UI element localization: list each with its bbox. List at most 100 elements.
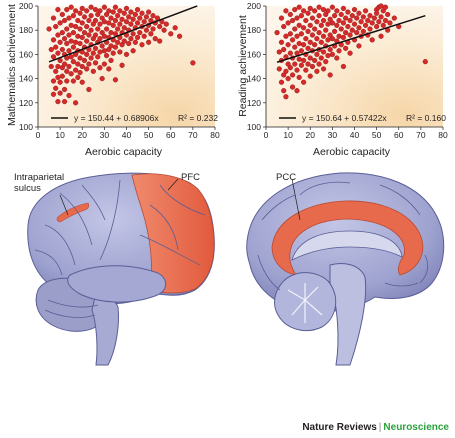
data-point bbox=[68, 54, 74, 60]
data-point bbox=[307, 5, 313, 12]
data-point bbox=[128, 36, 134, 42]
data-point bbox=[103, 26, 110, 32]
data-point bbox=[320, 33, 327, 39]
data-point bbox=[128, 21, 134, 27]
data-point bbox=[378, 14, 384, 20]
data-point bbox=[77, 69, 83, 76]
data-point bbox=[294, 67, 300, 73]
data-point bbox=[146, 9, 152, 15]
data-point bbox=[53, 23, 59, 30]
data-point bbox=[70, 44, 77, 50]
data-point bbox=[278, 15, 285, 21]
data-point bbox=[356, 25, 362, 31]
data-point bbox=[46, 26, 52, 32]
data-point bbox=[75, 17, 81, 24]
data-point bbox=[115, 26, 121, 32]
x-tick-label: 60 bbox=[394, 130, 404, 140]
data-point bbox=[283, 33, 289, 39]
data-point bbox=[106, 66, 112, 72]
data-point bbox=[130, 16, 136, 22]
data-point bbox=[336, 48, 342, 54]
data-point bbox=[307, 39, 313, 45]
data-point bbox=[287, 50, 293, 56]
data-point bbox=[64, 68, 70, 74]
data-point bbox=[351, 7, 358, 13]
data-point bbox=[340, 20, 347, 26]
data-point bbox=[123, 19, 130, 25]
data-point bbox=[55, 32, 61, 38]
data-point bbox=[141, 33, 147, 39]
data-point bbox=[70, 59, 77, 65]
data-point bbox=[316, 61, 322, 67]
data-point bbox=[77, 40, 83, 47]
data-point bbox=[86, 32, 92, 38]
data-point bbox=[349, 27, 355, 33]
data-point bbox=[360, 14, 366, 20]
data-point bbox=[68, 38, 74, 44]
data-point bbox=[385, 11, 391, 18]
x-tick-label: 40 bbox=[350, 130, 360, 140]
x-tick-label: 0 bbox=[36, 130, 41, 140]
data-point bbox=[126, 40, 132, 47]
data-point bbox=[86, 86, 92, 93]
data-point bbox=[101, 33, 107, 39]
pfc-pointer bbox=[167, 178, 179, 191]
data-point bbox=[68, 71, 74, 77]
x-tick-label: 0 bbox=[264, 130, 269, 140]
data-point bbox=[307, 73, 313, 79]
data-point bbox=[84, 23, 90, 30]
data-point bbox=[128, 9, 134, 15]
data-point bbox=[108, 15, 114, 21]
brain-illustrations bbox=[27, 172, 445, 366]
data-point bbox=[112, 44, 119, 50]
data-point bbox=[283, 68, 289, 74]
data-point bbox=[334, 22, 340, 28]
data-point bbox=[50, 78, 57, 84]
lateral-sulci bbox=[34, 179, 206, 318]
data-point bbox=[292, 61, 298, 67]
data-point bbox=[75, 33, 81, 39]
x-tick-label: 10 bbox=[283, 130, 293, 140]
journal-subject: Neuroscience bbox=[383, 422, 449, 433]
intraparietal-pointer bbox=[59, 194, 69, 216]
data-point bbox=[367, 13, 373, 19]
data-point bbox=[110, 22, 116, 28]
data-point bbox=[77, 10, 83, 16]
data-point bbox=[55, 50, 61, 56]
data-point bbox=[55, 98, 61, 105]
data-point bbox=[73, 39, 79, 45]
data-point bbox=[66, 92, 72, 99]
data-point bbox=[119, 16, 125, 22]
data-point bbox=[349, 13, 355, 19]
data-point bbox=[190, 60, 196, 66]
data-point bbox=[73, 100, 79, 106]
data-point bbox=[296, 56, 302, 62]
x-tick-label: 30 bbox=[100, 130, 110, 140]
data-point bbox=[57, 79, 63, 85]
data-point bbox=[66, 48, 72, 54]
data-point bbox=[132, 11, 138, 18]
pfc-label: PFC bbox=[181, 172, 200, 183]
data-point bbox=[108, 57, 114, 64]
data-point bbox=[281, 88, 287, 94]
medial-sulci bbox=[257, 181, 429, 291]
data-point bbox=[281, 23, 287, 30]
data-point bbox=[340, 5, 347, 12]
data-point bbox=[320, 7, 327, 13]
data-point bbox=[101, 61, 107, 67]
data-point bbox=[296, 22, 302, 28]
data-point bbox=[99, 43, 105, 49]
corpus-callosum bbox=[291, 230, 403, 261]
y-tick-label: 200 bbox=[19, 1, 33, 11]
data-point bbox=[50, 15, 57, 21]
data-point bbox=[119, 62, 125, 68]
data-point bbox=[121, 38, 127, 44]
data-point bbox=[50, 37, 57, 43]
math-y-axis-label: Mathematics achievement bbox=[6, 4, 18, 126]
data-point bbox=[103, 53, 110, 59]
data-point bbox=[340, 63, 347, 70]
data-point bbox=[59, 11, 65, 18]
data-point bbox=[79, 63, 85, 70]
data-point bbox=[314, 51, 320, 58]
data-point bbox=[301, 42, 307, 48]
